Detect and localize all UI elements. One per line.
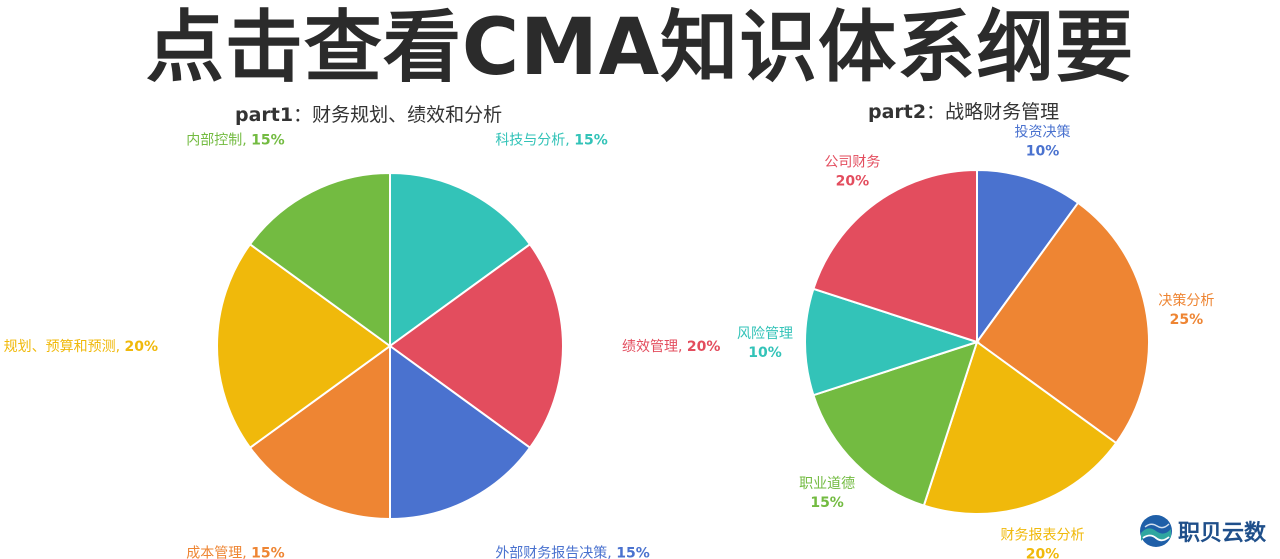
chart-title-part1-rest: ：财务规划、绩效和分析	[293, 104, 503, 126]
pie1-slice-4	[216, 242, 392, 450]
pie1-label-1: 绩效管理, 20%	[622, 339, 720, 355]
pie2-label-0: 投资决策 10%	[1015, 123, 1071, 159]
pie2-label-1: 决策分析 25%	[1158, 292, 1214, 328]
pie1-label-3: 成本管理, 15%	[186, 546, 284, 559]
pie1-label-5: 内部控制, 15%	[186, 132, 284, 148]
pie2-label-3: 职业道德 15%	[799, 476, 855, 511]
pie1-label-2: 外部财务报告决策, 15%	[495, 545, 649, 559]
pie2-slice-4	[804, 287, 981, 397]
chart-title-part2-rest: ：战略财务管理	[926, 101, 1060, 123]
chart-title-part2: part2：战略财务管理	[868, 97, 1059, 124]
pie1-slice-2	[389, 344, 532, 521]
pie2-slice-1	[975, 201, 1150, 445]
pie2-label-5: 公司财务 20%	[824, 154, 880, 189]
pie1-label-4: 规划、预算和预测, 20%	[4, 339, 158, 355]
banner-title[interactable]: 点击查看CMA知识体系纲要	[145, 3, 1135, 93]
chart-title-part2-bold: part2	[868, 101, 927, 123]
pie2-slice-5	[812, 168, 978, 344]
pie1-slice-1	[388, 242, 564, 450]
pie2-label-2: 财务报表分析 20%	[1001, 528, 1085, 559]
globe-wave-logo-icon	[1139, 515, 1172, 547]
pie2-label-4: 风险管理 10%	[737, 326, 793, 361]
chart-title-part1-bold: part1	[235, 104, 294, 126]
pie2-slice-2	[922, 340, 1118, 515]
chart-title-part1: part1：财务规划、绩效和分析	[235, 100, 502, 127]
pie1-slice-0	[389, 171, 532, 348]
pie1-label-0: 科技与分析, 15%	[495, 132, 607, 148]
brand-logo: 职贝云数	[1138, 511, 1266, 551]
pie2-slice-0	[976, 168, 1080, 346]
logo-text: 职贝云数	[1177, 521, 1266, 546]
pie1-slice-3	[248, 344, 391, 521]
pie1-slice-5	[248, 171, 391, 348]
